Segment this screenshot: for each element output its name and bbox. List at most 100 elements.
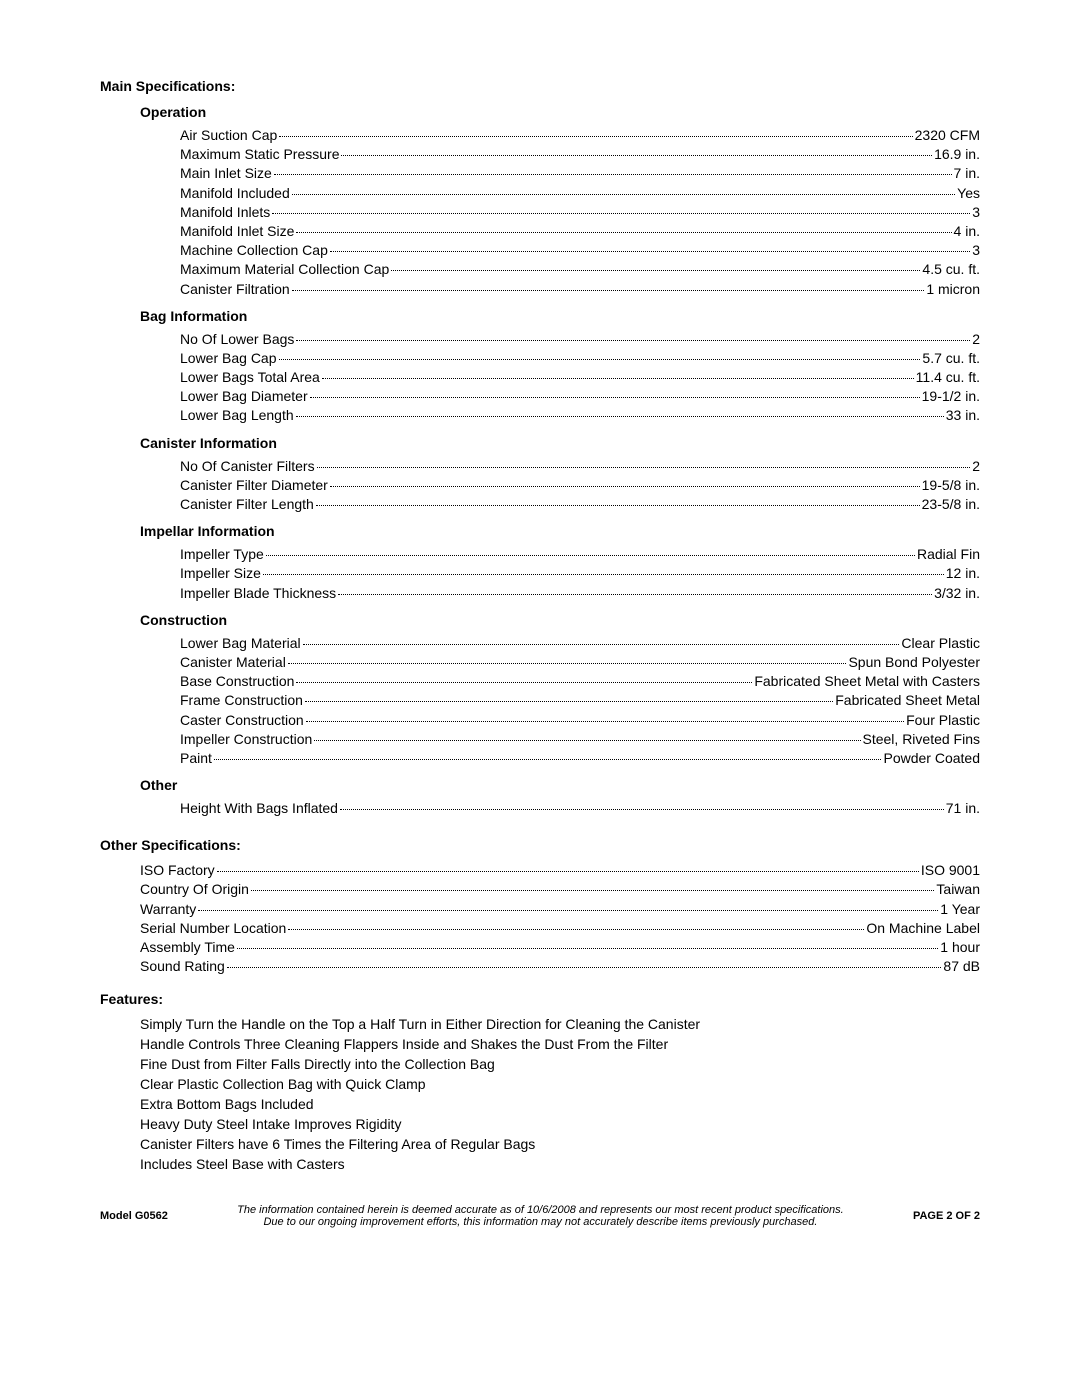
- spec-label: Lower Bag Material: [180, 634, 301, 652]
- footer-disclaimer-line1: The information contained herein is deem…: [237, 1204, 844, 1216]
- spec-value: Yes: [957, 184, 980, 202]
- canister-info-list: No Of Canister Filters 2 Canister Filter D…: [100, 457, 980, 514]
- spec-label: Impeller Construction: [180, 730, 312, 748]
- leader-dots: [317, 467, 971, 468]
- leader-dots: [316, 505, 920, 506]
- spec-row: ISO Factory ISO 9001: [140, 861, 980, 879]
- spec-value: 3: [972, 241, 980, 259]
- leader-dots: [288, 929, 864, 930]
- spec-label: Lower Bags Total Area: [180, 368, 320, 386]
- spec-value: 5.7 cu. ft.: [922, 349, 980, 367]
- spec-value: 87 dB: [943, 957, 980, 975]
- spec-value: Spun Bond Polyester: [848, 653, 980, 671]
- canister-info-heading: Canister Information: [140, 435, 980, 451]
- footer-page-number: PAGE 2 OF 2: [913, 1210, 980, 1222]
- features-heading: Features:: [100, 991, 980, 1007]
- spec-row: Serial Number Location On Machine Label: [140, 919, 980, 937]
- leader-dots: [330, 486, 920, 487]
- spec-label: Maximum Static Pressure: [180, 145, 339, 163]
- spec-row: Manifold Inlet Size 4 in.: [180, 222, 980, 240]
- spec-value: 1 Year: [940, 900, 980, 918]
- spec-label: Main Inlet Size: [180, 164, 272, 182]
- spec-label: Maximum Material Collection Cap: [180, 260, 389, 278]
- spec-label: Warranty: [140, 900, 196, 918]
- spec-value: 33 in.: [946, 406, 980, 424]
- spec-value: 4.5 cu. ft.: [922, 260, 980, 278]
- spec-row: Maximum Static Pressure 16.9 in.: [180, 145, 980, 163]
- spec-value: 1 micron: [926, 280, 980, 298]
- spec-label: Canister Material: [180, 653, 286, 671]
- spec-row: Base ConstructionFabricated Sheet Metal …: [180, 672, 980, 690]
- leader-dots: [322, 378, 914, 379]
- spec-value: 4 in.: [954, 222, 980, 240]
- other-list: Height With Bags Inflated71 in.: [100, 799, 980, 817]
- leader-dots: [263, 574, 944, 575]
- leader-dots: [272, 213, 970, 214]
- spec-value: 16.9 in.: [934, 145, 980, 163]
- spec-value: 19-5/8 in.: [922, 476, 980, 494]
- leader-dots: [338, 594, 932, 595]
- other-specifications-heading: Other Specifications:: [100, 837, 980, 853]
- spec-row: Manifold IncludedYes: [180, 184, 980, 202]
- spec-row: No Of Lower Bags 2: [180, 330, 980, 348]
- leader-dots: [305, 701, 833, 702]
- leader-dots: [340, 809, 944, 810]
- leader-dots: [214, 759, 882, 760]
- spec-value: 2320 CFM: [915, 126, 980, 144]
- spec-row: Main Inlet Size7 in.: [180, 164, 980, 182]
- spec-label: Lower Bag Cap: [180, 349, 277, 367]
- leader-dots: [296, 232, 951, 233]
- leader-dots: [279, 359, 921, 360]
- spec-value: Steel, Riveted Fins: [863, 730, 981, 748]
- spec-value: 19-1/2 in.: [922, 387, 980, 405]
- spec-label: No Of Lower Bags: [180, 330, 294, 348]
- spec-value: Fabricated Sheet Metal: [835, 691, 980, 709]
- spec-row: Maximum Material Collection Cap 4.5 cu. f…: [180, 260, 980, 278]
- spec-label: Lower Bag Length: [180, 406, 294, 424]
- feature-item: Fine Dust from Filter Falls Directly int…: [140, 1055, 980, 1074]
- spec-row: Height With Bags Inflated71 in.: [180, 799, 980, 817]
- spec-value: Four Plastic: [906, 711, 980, 729]
- spec-value: 23-5/8 in.: [922, 495, 980, 513]
- spec-label: Manifold Inlets: [180, 203, 270, 221]
- spec-label: Canister Filter Length: [180, 495, 314, 513]
- spec-value: 1 hour: [940, 938, 980, 956]
- leader-dots: [296, 340, 970, 341]
- spec-value: 2: [972, 330, 980, 348]
- spec-label: Canister Filtration: [180, 280, 290, 298]
- spec-label: No Of Canister Filters: [180, 457, 315, 475]
- leader-dots: [306, 721, 904, 722]
- spec-row: Lower Bag Diameter19-1/2 in.: [180, 387, 980, 405]
- spec-label: Machine Collection Cap: [180, 241, 328, 259]
- bag-info-list: No Of Lower Bags 2 Lower Bag Cap 5.7 cu. ft…: [100, 330, 980, 425]
- spec-value: Taiwan: [936, 880, 980, 898]
- spec-row: Manifold Inlets 3: [180, 203, 980, 221]
- leader-dots: [341, 155, 932, 156]
- spec-label: Air Suction Cap: [180, 126, 277, 144]
- spec-value: 2: [972, 457, 980, 475]
- leader-dots: [303, 644, 900, 645]
- spec-row: Caster ConstructionFour Plastic: [180, 711, 980, 729]
- spec-label: Canister Filter Diameter: [180, 476, 328, 494]
- leader-dots: [288, 663, 847, 664]
- spec-value: 71 in.: [946, 799, 980, 817]
- leader-dots: [391, 270, 920, 271]
- other-specs-list: ISO Factory ISO 9001Country Of Origin Ta…: [100, 861, 980, 975]
- spec-row: Impeller Construction Steel, Riveted Fins: [180, 730, 980, 748]
- leader-dots: [198, 910, 938, 911]
- spec-value: 12 in.: [946, 564, 980, 582]
- leader-dots: [251, 890, 934, 891]
- leader-dots: [310, 397, 920, 398]
- feature-item: Includes Steel Base with Casters: [140, 1155, 980, 1174]
- spec-value: ISO 9001: [921, 861, 980, 879]
- spec-value: On Machine Label: [866, 919, 980, 937]
- page-footer: Model G0562 The information contained he…: [100, 1204, 980, 1229]
- spec-value: 3: [972, 203, 980, 221]
- spec-row: Canister Material Spun Bond Polyester: [180, 653, 980, 671]
- leader-dots: [227, 967, 942, 968]
- feature-item: Canister Filters have 6 Times the Filter…: [140, 1135, 980, 1154]
- spec-label: Manifold Inlet Size: [180, 222, 294, 240]
- leader-dots: [217, 871, 919, 872]
- spec-row: Lower Bag MaterialClear Plastic: [180, 634, 980, 652]
- leader-dots: [292, 194, 955, 195]
